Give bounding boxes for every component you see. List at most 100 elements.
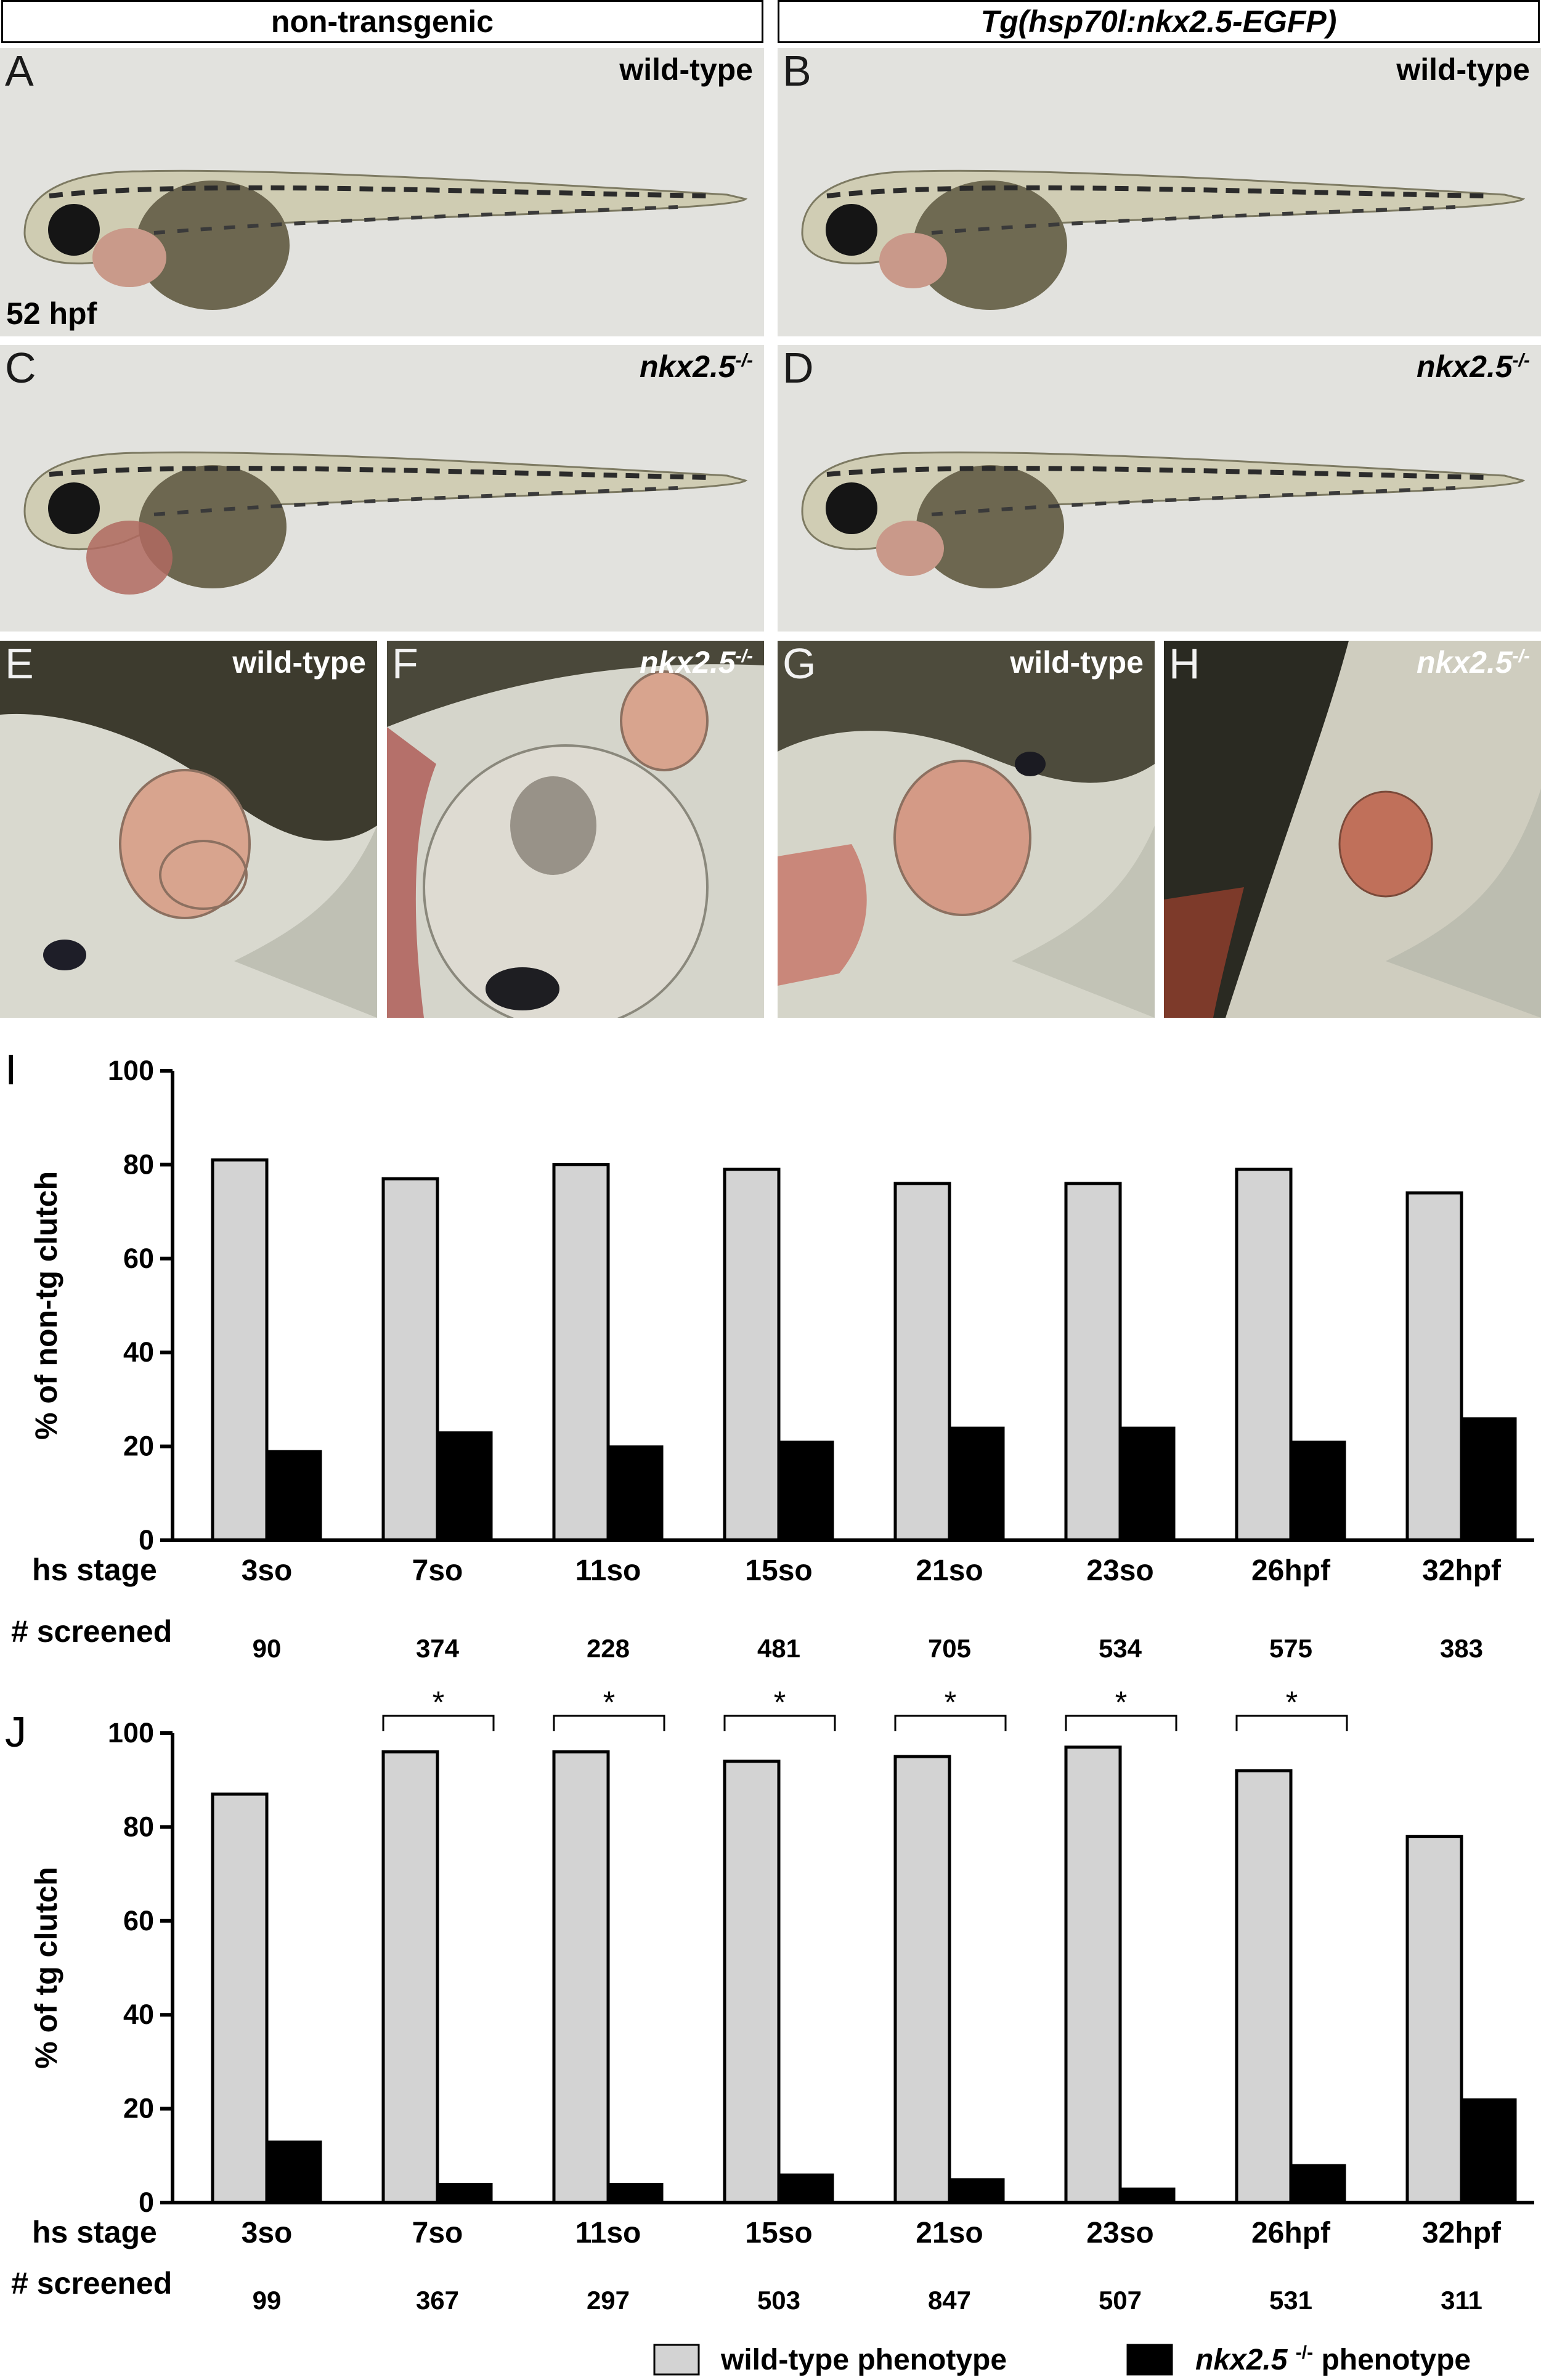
genotype-superscript: -/- — [1512, 350, 1530, 371]
panel-g-letter: G — [783, 641, 816, 688]
bar-nkx2-5-mutant — [266, 1450, 322, 1541]
panel-c-image: C nkx2.5-/- — [0, 345, 764, 632]
significance-bracket — [1065, 1715, 1177, 1731]
screened-count: 383 — [1440, 1634, 1483, 1663]
panel-b-image: B wild-type — [778, 48, 1541, 336]
genotype-name: nkx2.5 — [640, 349, 736, 384]
category-label: 32hpf — [1422, 1554, 1502, 1587]
chart-legend: wild-type phenotype nkx2.5 -/- phenotype — [653, 2342, 1471, 2376]
category-label: 23so — [1086, 2217, 1153, 2249]
heart-closeup-image — [1164, 641, 1541, 1018]
y-tick-label: 100 — [108, 1055, 154, 1086]
heart-closeup-image — [778, 641, 1155, 1018]
screened-count: 99 — [253, 2286, 282, 2315]
panel-d-letter: D — [783, 345, 814, 392]
category-label: 21so — [916, 2217, 983, 2249]
category-label: 3so — [242, 1554, 293, 1587]
heart-closeup-image — [0, 641, 377, 1018]
significance-bracket — [894, 1715, 1007, 1731]
hs-stage-label: hs stage — [32, 2215, 157, 2249]
header-transgenic: Tg(hsp70l:nkx2.5-EGFP) — [778, 0, 1540, 43]
bar-nkx2-5-mutant — [436, 1431, 493, 1541]
category-label: 3so — [242, 2217, 293, 2249]
screened-count: 503 — [757, 2286, 800, 2315]
legend-mutant-suffix: phenotype — [1313, 2344, 1471, 2376]
panel-b-genotype: wild-type — [1396, 52, 1530, 87]
legend-swatch-mutant — [1126, 2344, 1173, 2376]
header-non-transgenic: non-transgenic — [1, 0, 763, 43]
screened-count: 507 — [1099, 2286, 1142, 2315]
embryo-image — [0, 345, 764, 632]
bar-wild-type — [723, 1168, 781, 1542]
legend-mutant-name: nkx2.5 — [1195, 2344, 1296, 2376]
screened-label: # screened — [11, 2266, 172, 2301]
bar-nkx2-5-mutant — [948, 1426, 1005, 1541]
hs-stage-label: hs stage — [32, 1553, 157, 1587]
bar-wild-type — [1064, 1182, 1122, 1542]
panel-d-genotype: nkx2.5-/- — [1417, 350, 1530, 384]
bar-wild-type — [211, 1158, 269, 1542]
chart-i: I 0 20 40 60 80 100 % of non-tg clutch 3so 90 7so 3… — [5, 1046, 1534, 1663]
panel-e-genotype: wild-type — [232, 645, 366, 680]
genotype-name: nkx2.5 — [640, 645, 736, 680]
legend-mutant-sup: -/- — [1296, 2342, 1313, 2363]
y-tick-label: 0 — [139, 1524, 154, 1556]
panel-h-image: H nkx2.5-/- — [1164, 641, 1541, 1018]
panel-f-genotype: nkx2.5-/- — [640, 646, 753, 680]
panel-g-image: G wild-type — [778, 641, 1155, 1018]
chart-j: J 0 20 40 60 80 100 % of tg clutch 3so 99 7so 367 * 1… — [5, 1685, 1534, 2315]
genotype-superscript: -/- — [1512, 646, 1530, 667]
genotype-name: nkx2.5 — [1417, 349, 1513, 384]
bar-nkx2-5-mutant — [266, 2140, 322, 2204]
panel-e-image: E wild-type — [0, 641, 377, 1018]
significance-bracket — [553, 1715, 665, 1731]
bar-nkx2-5-mutant — [948, 2178, 1005, 2204]
bar-wild-type — [893, 1182, 951, 1542]
screened-count: 228 — [587, 1634, 630, 1663]
bar-wild-type — [552, 1750, 610, 2204]
significance-bracket — [382, 1715, 495, 1731]
screened-count: 374 — [416, 1634, 460, 1663]
category-label: 26hpf — [1251, 1554, 1331, 1587]
screened-count: 575 — [1269, 1634, 1312, 1663]
category-label: 7so — [412, 2217, 463, 2249]
panel-h-letter: H — [1169, 641, 1200, 688]
screened-count: 90 — [253, 1634, 282, 1663]
y-axis-label: % of tg clutch — [29, 1867, 63, 2069]
bar-wild-type — [893, 1755, 951, 2204]
bar-wild-type — [1405, 1835, 1463, 2204]
bar-nkx2-5-mutant — [1460, 2098, 1517, 2204]
bar-nkx2-5-mutant — [1460, 1417, 1517, 1541]
y-tick-label: 20 — [123, 1431, 154, 1462]
panel-f-letter: F — [392, 641, 418, 688]
bar-wild-type — [211, 1792, 269, 2204]
bar-nkx2-5-mutant — [1119, 2187, 1176, 2204]
bar-wild-type — [1235, 1168, 1293, 1542]
significance-asterisk: * — [1115, 1685, 1127, 1720]
genotype-superscript: -/- — [735, 350, 753, 371]
screened-count: 367 — [416, 2286, 459, 2315]
embryo-image — [778, 345, 1541, 632]
bar-nkx2-5-mutant — [607, 1445, 664, 1541]
y-tick-label: 40 — [123, 1336, 154, 1368]
significance-asterisk: * — [774, 1685, 786, 1720]
bar-wild-type — [552, 1163, 610, 1542]
bar-nkx2-5-mutant — [778, 1440, 834, 1541]
y-tick-label: 20 — [123, 2093, 154, 2124]
category-label: 26hpf — [1251, 2217, 1331, 2249]
panel-d-image: D nkx2.5-/- — [778, 345, 1541, 632]
screened-count: 481 — [757, 1634, 800, 1663]
screened-count: 847 — [928, 2286, 971, 2315]
chart-panel-letter: J — [5, 1708, 26, 1756]
bar-nkx2-5-mutant — [1290, 1440, 1346, 1541]
bar-nkx2-5-mutant — [1119, 1426, 1176, 1541]
genotype-name: nkx2.5 — [1417, 645, 1513, 680]
heart-closeup-image — [387, 641, 764, 1018]
significance-asterisk: * — [603, 1685, 615, 1720]
y-tick-label: 60 — [123, 1243, 154, 1274]
category-label: 11so — [575, 2217, 641, 2249]
bar-wild-type — [1064, 1745, 1122, 2204]
category-label: 21so — [916, 1554, 983, 1587]
bar-wild-type — [381, 1750, 439, 2204]
